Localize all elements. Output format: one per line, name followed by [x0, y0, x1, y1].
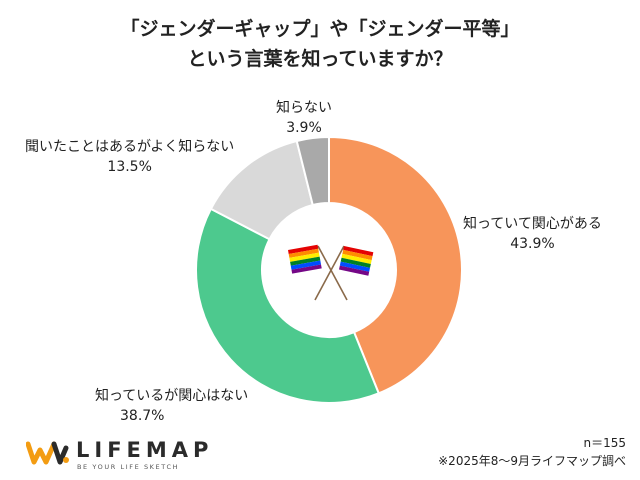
slice-label-heard-of: 聞いたことはあるがよく知らない 13.5% — [25, 137, 234, 177]
slice-label-dont-know: 知らない 3.9% — [276, 98, 332, 138]
crossed-rainbow-flags-icon — [288, 244, 374, 301]
slice-label-text: 知らない — [276, 100, 332, 116]
slice-interested — [328, 135, 463, 395]
slice-label-text: 聞いたことはあるがよく知らない — [25, 139, 235, 155]
logo-tagline: BE YOUR LIFE SKETCH — [77, 463, 180, 471]
slice-label-text: 知っていて関心がある — [463, 216, 602, 232]
slice-label-value: 43.9% — [510, 236, 555, 252]
lifemap-logo-icon — [26, 441, 69, 465]
chart-title: 「ジェンダーギャップ」や「ジェンダー平等」 という言葉を知っていますか？ — [0, 14, 640, 74]
slice-label-text: 知っているが関心はない — [95, 388, 249, 404]
slice-label-value: 38.7% — [120, 408, 165, 424]
slice-dont-know — [295, 135, 330, 207]
slice-label-value: 3.9% — [286, 120, 322, 136]
slice-not-interested — [195, 207, 381, 404]
slice-label-not-interested: 知っているが関心はない 38.7% — [95, 386, 248, 426]
sample-size-note: n＝155 — [583, 436, 626, 450]
chart-title-line1: 「ジェンダーギャップ」や「ジェンダー平等」 — [120, 18, 520, 40]
source-note: ※2025年8〜9月ライフマップ調べ — [438, 454, 626, 468]
logo-wordmark: LIFEMAP — [76, 438, 214, 462]
slice-label-interested: 知っていて関心がある 43.9% — [463, 214, 602, 254]
slice-label-value: 13.5% — [107, 159, 152, 175]
chart-title-line2: という言葉を知っていますか？ — [187, 48, 453, 70]
